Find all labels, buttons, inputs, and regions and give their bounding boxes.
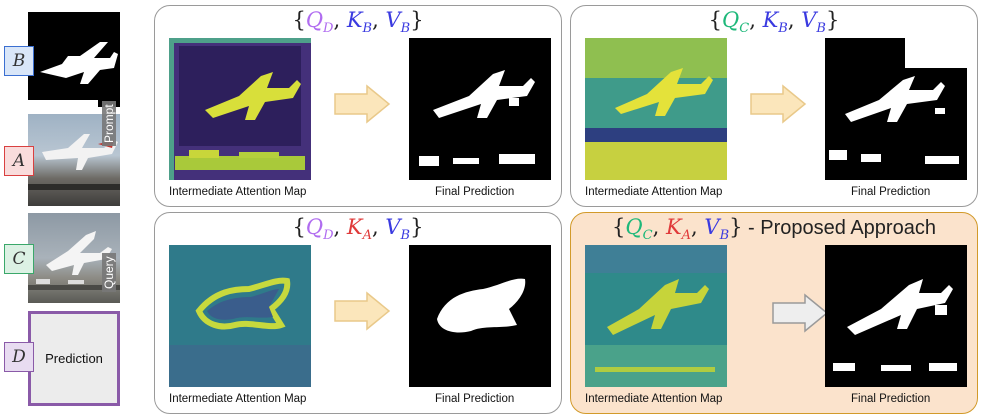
- value-subscript: B: [400, 21, 411, 37]
- prediction-caption: Final Prediction: [435, 393, 515, 405]
- panel-title: {QD, KB, VB}: [292, 8, 424, 37]
- prompt-mask-thumbnail: [28, 12, 120, 107]
- query-subscript: C: [642, 228, 653, 244]
- label-box-b: B: [4, 46, 34, 76]
- arrow-icon: [334, 84, 391, 124]
- label-a-text: A: [12, 151, 26, 171]
- attention-map-image: [585, 38, 727, 180]
- value-symbol: V: [704, 215, 720, 239]
- query-symbol: Q: [305, 215, 324, 239]
- label-c-text: C: [12, 249, 26, 269]
- panel-proposed-approach: {QC, KA, VB} - Proposed Approach Interme…: [570, 212, 978, 414]
- airplane-takeoff-icon: [28, 231, 120, 290]
- prediction-placeholder: Prediction: [28, 311, 120, 406]
- query-symbol: Q: [625, 215, 643, 239]
- prediction-label: Prediction: [45, 351, 103, 366]
- value-symbol: V: [385, 215, 401, 239]
- key-symbol: K: [346, 8, 363, 32]
- arrow-icon: [772, 293, 829, 333]
- query-subscript: D: [323, 21, 334, 37]
- value-subscript: B: [400, 228, 411, 244]
- label-box-d: D: [4, 342, 34, 372]
- prediction-caption: Final Prediction: [851, 393, 931, 405]
- panel-qd-kb-vb: {QD, KB, VB} Intermediate Attention Map …: [154, 5, 562, 207]
- value-symbol: V: [801, 8, 817, 32]
- airplane-mask-icon: [28, 42, 118, 107]
- attention-map-caption: Intermediate Attention Map: [585, 186, 723, 198]
- prediction-caption: Final Prediction: [435, 186, 515, 198]
- query-subscript: C: [739, 21, 750, 37]
- prediction-mask-image: [825, 38, 967, 180]
- query-label: Query: [102, 253, 116, 292]
- attention-map-image: [585, 245, 727, 387]
- key-symbol: K: [346, 215, 363, 239]
- key-subscript: B: [778, 21, 788, 37]
- key-subscript: A: [681, 228, 692, 244]
- attention-map-caption: Intermediate Attention Map: [169, 186, 307, 198]
- prediction-mask-image: [409, 245, 551, 387]
- panel-title: {QD, KA, VB}: [292, 215, 424, 244]
- panel-title: {QC, KA, VB} - Proposed Approach: [612, 215, 936, 244]
- panel-title: {QC, KB, VB}: [708, 8, 840, 37]
- prompt-label: Prompt: [102, 101, 116, 146]
- prediction-mask-image: [825, 245, 967, 387]
- query-symbol: Q: [722, 8, 740, 32]
- label-d-text: D: [12, 347, 26, 367]
- key-symbol: K: [762, 8, 779, 32]
- value-subscript: B: [719, 228, 730, 244]
- value-symbol: V: [385, 8, 401, 32]
- arrow-icon: [334, 291, 391, 331]
- key-subscript: B: [362, 21, 373, 37]
- prediction-mask-image: [409, 38, 551, 180]
- label-b-text: B: [12, 51, 26, 71]
- label-box-c: C: [4, 244, 34, 274]
- panel-qc-kb-vb: {QC, KB, VB} Intermediate Attention Map …: [570, 5, 978, 207]
- key-subscript: A: [362, 228, 372, 244]
- panel-qd-ka-vb: {QD, KA, VB} Intermediate Attention Map …: [154, 212, 562, 414]
- query-symbol: Q: [305, 8, 324, 32]
- arrow-icon: [750, 84, 807, 124]
- attention-map-caption: Intermediate Attention Map: [585, 393, 723, 405]
- label-box-a: A: [4, 146, 34, 176]
- query-subscript: D: [323, 228, 334, 244]
- attention-map-caption: Intermediate Attention Map: [169, 393, 307, 405]
- value-subscript: B: [816, 21, 826, 37]
- attention-map-image: [169, 38, 311, 180]
- key-symbol: K: [665, 215, 682, 239]
- prediction-caption: Final Prediction: [851, 186, 931, 198]
- query-image-thumbnail: [28, 213, 120, 303]
- proposed-approach-label: - Proposed Approach: [742, 217, 936, 239]
- attention-map-image: [169, 245, 311, 387]
